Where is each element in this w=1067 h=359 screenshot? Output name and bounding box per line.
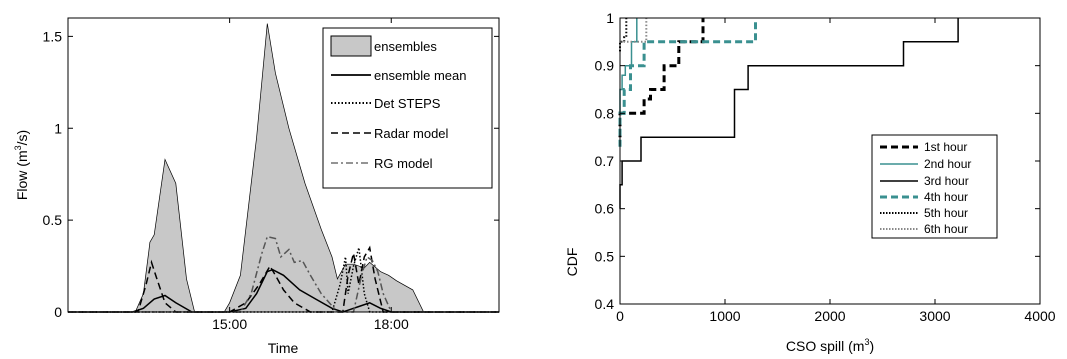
left-legend-label-rg-model: RG model — [374, 156, 433, 171]
right-chart-xlabel-sup: 3 — [864, 337, 869, 347]
right-legend-label-3rd-hour: 3rd hour — [924, 174, 969, 188]
right-ytick-label: 0.8 — [595, 105, 615, 121]
right-ytick-label: 0.7 — [595, 153, 615, 169]
left-xtick-label: 18:00 — [374, 316, 409, 332]
right-legend-label-2nd-hour: 2nd hour — [924, 157, 971, 171]
right-legend-box — [871, 134, 998, 239]
left-series-radar-model — [68, 245, 499, 313]
left-legend-label-det-steps: Det STEPS — [374, 96, 441, 111]
left-chart-plot — [68, 23, 499, 313]
right-xtick-label: 3000 — [919, 308, 950, 324]
left-chart-xlabel: Time — [268, 340, 299, 356]
right-chart-ticks: 0 1000 2000 3000 4000 0.4 0.5 0.6 0.7 0.8 0.9 1 — [595, 10, 1056, 324]
left-chart-ylabel-main: Flow (m — [14, 150, 30, 200]
right-xtick-label: 0 — [616, 308, 624, 324]
left-series-rg-model — [68, 235, 499, 313]
right-series-6th-hour — [620, 18, 648, 43]
left-chart-ylabel-sup: 3 — [13, 145, 23, 150]
right-chart: 0 1000 2000 3000 4000 0.4 0.5 0.6 0.7 0.8 0.9 1 CSO… — [564, 10, 1056, 354]
right-ytick-label: 0.9 — [595, 58, 615, 74]
left-ytick-label: 1 — [54, 120, 62, 136]
right-series-1st-hour — [618, 18, 705, 138]
left-chart-ylabel-tail: /s) — [14, 130, 30, 146]
right-ytick-label: 0.4 — [595, 296, 615, 312]
left-xtick-label: 15:00 — [212, 316, 247, 332]
left-ytick-label: 0 — [54, 304, 62, 320]
right-legend-label-5th-hour: 5th hour — [924, 206, 968, 220]
left-legend-label-ensembles: ensembles — [374, 39, 437, 54]
left-chart-ylabel: Flow (m3/s) — [13, 130, 30, 200]
right-legend-label-4th-hour: 4th hour — [924, 190, 968, 204]
left-chart-legend: ensembles ensemble mean Det STEPS Radar … — [322, 27, 493, 189]
left-legend-swatch-ensembles — [330, 35, 372, 57]
right-series-3rd-hour — [619, 18, 959, 209]
right-series-5th-hour — [619, 18, 628, 52]
left-legend-label-ensemble-mean: ensemble mean — [374, 68, 467, 83]
right-ytick-label: 0.6 — [595, 201, 615, 217]
right-xtick-label: 2000 — [814, 308, 845, 324]
left-series-ensembles — [68, 23, 499, 313]
left-chart-axes-box — [67, 17, 500, 313]
left-chart-ticks: 15:00 18:00 0 0.5 1 1.5 — [43, 18, 499, 332]
left-ytick-label: 1.5 — [43, 28, 63, 44]
left-chart: 15:00 18:00 0 0.5 1 1.5 Time Flow (m3/s) ense… — [13, 17, 500, 356]
right-legend-label-6th-hour: 6th hour — [924, 222, 968, 236]
right-ytick-label: 0.5 — [595, 248, 615, 264]
right-chart-xlabel: CSO spill (m3) — [786, 337, 874, 354]
right-ytick-label: 1 — [606, 10, 614, 26]
right-xtick-label: 1000 — [709, 308, 740, 324]
right-chart-xlabel-tail: ) — [869, 338, 874, 354]
right-xtick-label: 4000 — [1024, 308, 1055, 324]
right-chart-xlabel-main: CSO spill (m — [786, 338, 865, 354]
left-series-det-steps — [68, 247, 499, 313]
left-ytick-label: 0.5 — [43, 212, 63, 228]
right-chart-legend: 1st hour 2nd hour 3rd hour 4th hour 5th … — [871, 134, 998, 239]
right-legend-label-1st-hour: 1st hour — [924, 140, 967, 154]
right-chart-ylabel: CDF — [564, 248, 580, 277]
left-legend-label-radar-model: Radar model — [374, 126, 449, 141]
